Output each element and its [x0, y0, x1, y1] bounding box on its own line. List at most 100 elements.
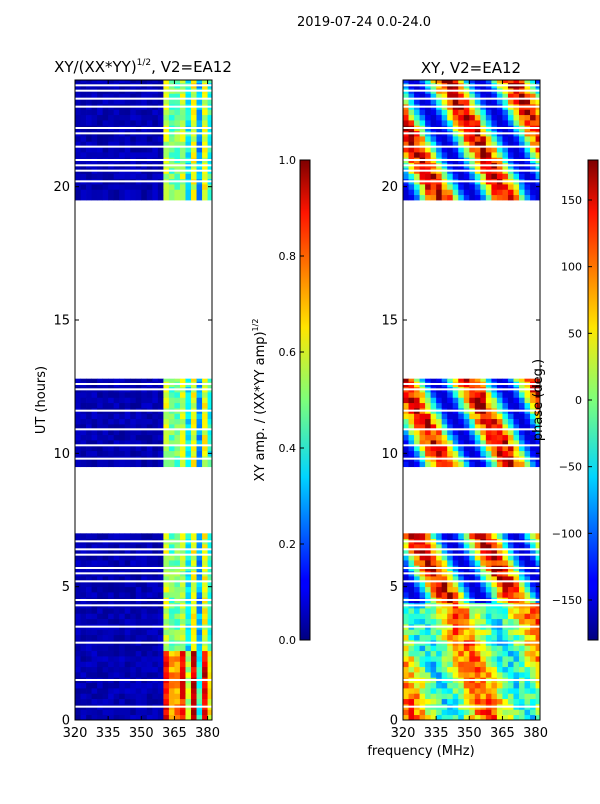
heatmap-cell — [425, 445, 432, 452]
heatmap-cell — [480, 392, 487, 398]
heatmap-cell — [519, 146, 525, 153]
heatmap-cell — [513, 554, 520, 561]
heatmap-cell — [174, 392, 181, 398]
heatmap-cell — [202, 560, 208, 566]
heatmap-cell — [91, 98, 98, 105]
heatmap-cell — [168, 445, 175, 452]
x-tick-label: 380 — [523, 726, 548, 741]
heatmap-cell — [119, 434, 126, 441]
heatmap-cell — [196, 429, 203, 436]
heatmap-cell — [113, 586, 120, 593]
heatmap-cell — [480, 80, 487, 84]
heatmap-cell — [157, 194, 164, 201]
heatmap-cell — [513, 549, 520, 556]
heatmap-cell — [530, 429, 536, 436]
heatmap-cell — [135, 650, 142, 657]
heatmap-cell — [91, 554, 98, 561]
heatmap-cell — [119, 146, 126, 153]
heatmap-cell — [507, 418, 514, 425]
heatmap-cell — [75, 656, 81, 662]
heatmap-cell — [485, 152, 492, 158]
heatmap-cell — [496, 392, 503, 398]
heatmap-cell — [75, 682, 81, 689]
heatmap-cell — [507, 554, 514, 561]
heatmap-cell — [502, 450, 509, 457]
heatmap-cell — [196, 645, 203, 652]
heatmap-cell — [163, 98, 170, 105]
heatmap-cell — [507, 114, 514, 121]
heatmap-cell — [202, 682, 208, 689]
heatmap-cell — [469, 698, 476, 705]
heatmap-cell — [86, 424, 92, 430]
heatmap-cell — [124, 714, 131, 720]
heatmap-cell — [425, 114, 432, 121]
heatmap-cell — [496, 618, 503, 625]
heatmap-cell — [163, 418, 170, 425]
heatmap-cell — [152, 693, 159, 700]
heatmap-cell — [425, 98, 432, 105]
heatmap-cell — [408, 656, 415, 662]
heatmap-cell — [207, 120, 212, 126]
heatmap-cell — [174, 450, 181, 457]
heatmap-cell — [502, 629, 509, 636]
colorbar1-label-main: XY amp. / (XX*YY amp) — [253, 331, 268, 481]
heatmap-cell — [496, 608, 503, 614]
heatmap-cell — [124, 560, 131, 566]
heatmap-cell — [513, 629, 520, 636]
heatmap-cell — [452, 613, 459, 620]
heatmap-cell — [524, 533, 531, 540]
flagged-gap-line — [75, 604, 212, 607]
heatmap-cell — [469, 440, 476, 446]
heatmap-cell — [113, 136, 120, 142]
heatmap-cell — [191, 533, 197, 540]
heatmap-cell — [207, 533, 212, 540]
heatmap-cell — [108, 592, 115, 598]
heatmap-cell — [485, 136, 492, 142]
heatmap-cell — [419, 576, 426, 582]
heatmap-cell — [163, 413, 170, 420]
heatmap-cell — [97, 650, 104, 657]
heatmap-cell — [458, 440, 465, 446]
heatmap-cell — [458, 560, 465, 566]
heatmap-cell — [447, 661, 454, 668]
heatmap-cell — [146, 445, 153, 452]
heatmap-cell — [519, 714, 525, 720]
heatmap-cell — [419, 629, 426, 636]
heatmap-cell — [436, 141, 443, 148]
heatmap-cell — [141, 672, 148, 678]
heatmap-cell — [513, 613, 520, 620]
heatmap-cell — [469, 618, 476, 625]
heatmap-cell — [524, 576, 531, 582]
heatmap-cell — [135, 549, 142, 556]
heatmap-cell — [491, 450, 498, 457]
heatmap-cell — [97, 592, 104, 598]
heatmap-cell — [485, 682, 492, 689]
heatmap-cell — [157, 450, 164, 457]
heatmap-cell — [102, 645, 109, 652]
heatmap-cell — [157, 544, 164, 550]
heatmap-cell — [474, 586, 481, 593]
heatmap-cell — [202, 418, 208, 425]
heatmap-cell — [463, 672, 470, 678]
heatmap-cell — [86, 141, 92, 148]
heatmap-cell — [152, 189, 159, 196]
heatmap-cell — [130, 93, 137, 100]
heatmap-cell — [414, 378, 420, 382]
flagged-gap-line — [75, 705, 212, 708]
heatmap-cell — [113, 682, 120, 689]
heatmap-cell — [168, 461, 175, 468]
heatmap-cell — [530, 461, 536, 468]
heatmap-cell — [463, 434, 470, 441]
heatmap-cell — [141, 714, 148, 720]
heatmap-cell — [119, 650, 126, 657]
heatmap-cell — [135, 397, 142, 404]
heatmap-cell — [441, 682, 448, 689]
flagged-gap-line — [403, 383, 540, 385]
heatmap-cell — [91, 450, 98, 457]
heatmap-cell — [436, 714, 443, 720]
heatmap-cell — [414, 402, 420, 409]
heatmap-cell — [191, 80, 197, 84]
heatmap-cell — [202, 434, 208, 441]
heatmap-cell — [447, 450, 454, 457]
